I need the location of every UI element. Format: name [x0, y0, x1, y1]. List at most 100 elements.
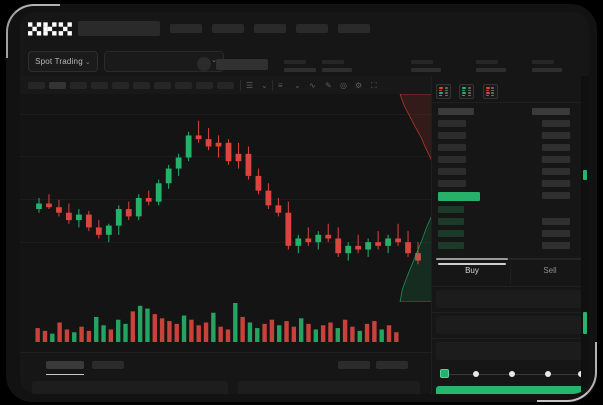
stat-value [532, 68, 562, 72]
gridline [20, 199, 431, 200]
chevron-down-icon: ⌄ [84, 59, 91, 66]
slider-step-25[interactable] [473, 370, 479, 377]
timeframe-button-2[interactable] [49, 82, 66, 89]
tab-sell[interactable]: Sell [543, 266, 557, 275]
panel-divider [432, 102, 589, 103]
search-input[interactable] [78, 21, 160, 36]
stat-24h-turnover [532, 60, 562, 72]
stat-24h-volume [476, 60, 506, 72]
slider-step-50[interactable] [509, 370, 515, 377]
timeframe-button-10[interactable] [217, 82, 234, 89]
order-amount-slider[interactable] [440, 369, 584, 379]
slider-knob[interactable] [440, 369, 449, 378]
line-wave-icon[interactable]: ∿ [309, 81, 316, 90]
toolbar-divider [240, 80, 241, 91]
chart-type-icon[interactable]: ≡ [278, 81, 283, 90]
bottom-card-right[interactable] [238, 381, 420, 394]
timeframe-button-1[interactable] [28, 82, 45, 89]
stat-label [322, 60, 344, 64]
nav-item-5[interactable] [338, 24, 370, 33]
stat-24h-change [284, 60, 316, 72]
stat-value [476, 68, 506, 72]
orderbook-header-price [438, 108, 474, 115]
fullscreen-icon[interactable]: ⛶ [371, 81, 377, 90]
app-header [20, 12, 589, 46]
active-tab-underline [46, 374, 84, 375]
tab-open-orders[interactable] [46, 361, 84, 369]
app-screen: Spot Trading ⌄ ⌄ [20, 12, 589, 394]
settings-gear-icon[interactable]: ⚙ [355, 81, 363, 90]
panel-divider [432, 286, 589, 287]
stat-label [532, 60, 554, 64]
order-total-field[interactable] [436, 342, 586, 360]
market-type-label: Spot Trading [35, 57, 83, 66]
timeframe-button-5[interactable] [112, 82, 129, 89]
orderbook-mode-asks-icon[interactable] [482, 84, 498, 99]
indicators-icon[interactable]: ☰ [246, 81, 254, 90]
orderbook-mode-switcher [436, 84, 502, 99]
panel-divider [510, 264, 511, 284]
tab-buy[interactable]: Buy [465, 266, 479, 275]
bottom-action-2[interactable] [376, 361, 408, 369]
tab-order-history[interactable] [92, 361, 124, 369]
bottom-card-left[interactable] [32, 381, 228, 394]
timeframe-button-6[interactable] [133, 82, 150, 89]
device-frame: Spot Trading ⌄ ⌄ [6, 4, 597, 402]
gridline [20, 242, 431, 243]
timeframe-button-7[interactable] [154, 82, 171, 89]
bottom-panel [20, 352, 431, 394]
gridline [20, 156, 431, 157]
nav-item-4[interactable] [296, 24, 328, 33]
timeframe-button-4[interactable] [91, 82, 108, 89]
orderbook-scrollbar[interactable] [436, 258, 508, 260]
stat-label [476, 60, 498, 64]
chevron-down-icon-2[interactable]: ⌄ [294, 81, 301, 90]
order-amount-field[interactable] [436, 316, 586, 334]
okx-logo[interactable] [28, 22, 72, 36]
orderbook-mode-both-icon[interactable] [436, 84, 451, 99]
price-chart[interactable] [20, 94, 431, 352]
nav-item-1[interactable] [170, 24, 202, 33]
panel-divider [432, 338, 589, 339]
stat-24h-low [411, 60, 441, 72]
timeframe-button-8[interactable] [175, 82, 192, 89]
orderbook-trade-panel: Buy Sell [431, 76, 589, 394]
right-edge-sliver [581, 76, 589, 394]
sliver-accent-1 [583, 170, 587, 180]
chevron-down-icon: ⌄ [211, 57, 217, 64]
timeframe-button-9[interactable] [196, 82, 213, 89]
candlestick-series [36, 120, 421, 265]
stat-label [284, 60, 306, 64]
order-price-field[interactable] [436, 290, 586, 308]
chevron-down-icon-1[interactable]: ⌄ [261, 81, 268, 90]
active-tab-underline [438, 263, 506, 265]
volume-series [35, 303, 399, 342]
orderbook-last-price-highlight [438, 192, 480, 201]
coin-avatar [197, 57, 211, 71]
slider-step-75[interactable] [545, 370, 551, 377]
bottom-action-1[interactable] [338, 361, 370, 369]
orderbook-header-amount [532, 108, 570, 115]
gridline [20, 114, 431, 115]
market-type-dropdown[interactable]: Spot Trading ⌄ [28, 51, 98, 72]
stat-value [411, 68, 441, 72]
orderbook-mode-bids-icon[interactable] [459, 84, 475, 99]
sliver-accent-2 [583, 312, 587, 334]
timeframe-button-3[interactable] [70, 82, 87, 89]
trading-pair-selector[interactable]: ⌄ [104, 51, 224, 72]
buy-sell-tabs: Buy Sell [432, 264, 589, 284]
orderbook-rows[interactable] [432, 104, 589, 256]
stat-label [411, 60, 433, 64]
stat-value [322, 68, 352, 72]
draw-pencil-icon[interactable]: ✎ [325, 81, 332, 90]
orderbook-scrollbar-track [436, 258, 586, 260]
toolbar-divider [272, 80, 273, 91]
nav-item-3[interactable] [254, 24, 286, 33]
camera-icon[interactable]: ◎ [340, 81, 347, 90]
place-buy-order-button[interactable] [436, 386, 586, 394]
last-price-value [216, 59, 268, 70]
stat-value [284, 68, 316, 72]
stat-24h-high [322, 60, 352, 72]
nav-item-2[interactable] [212, 24, 244, 33]
